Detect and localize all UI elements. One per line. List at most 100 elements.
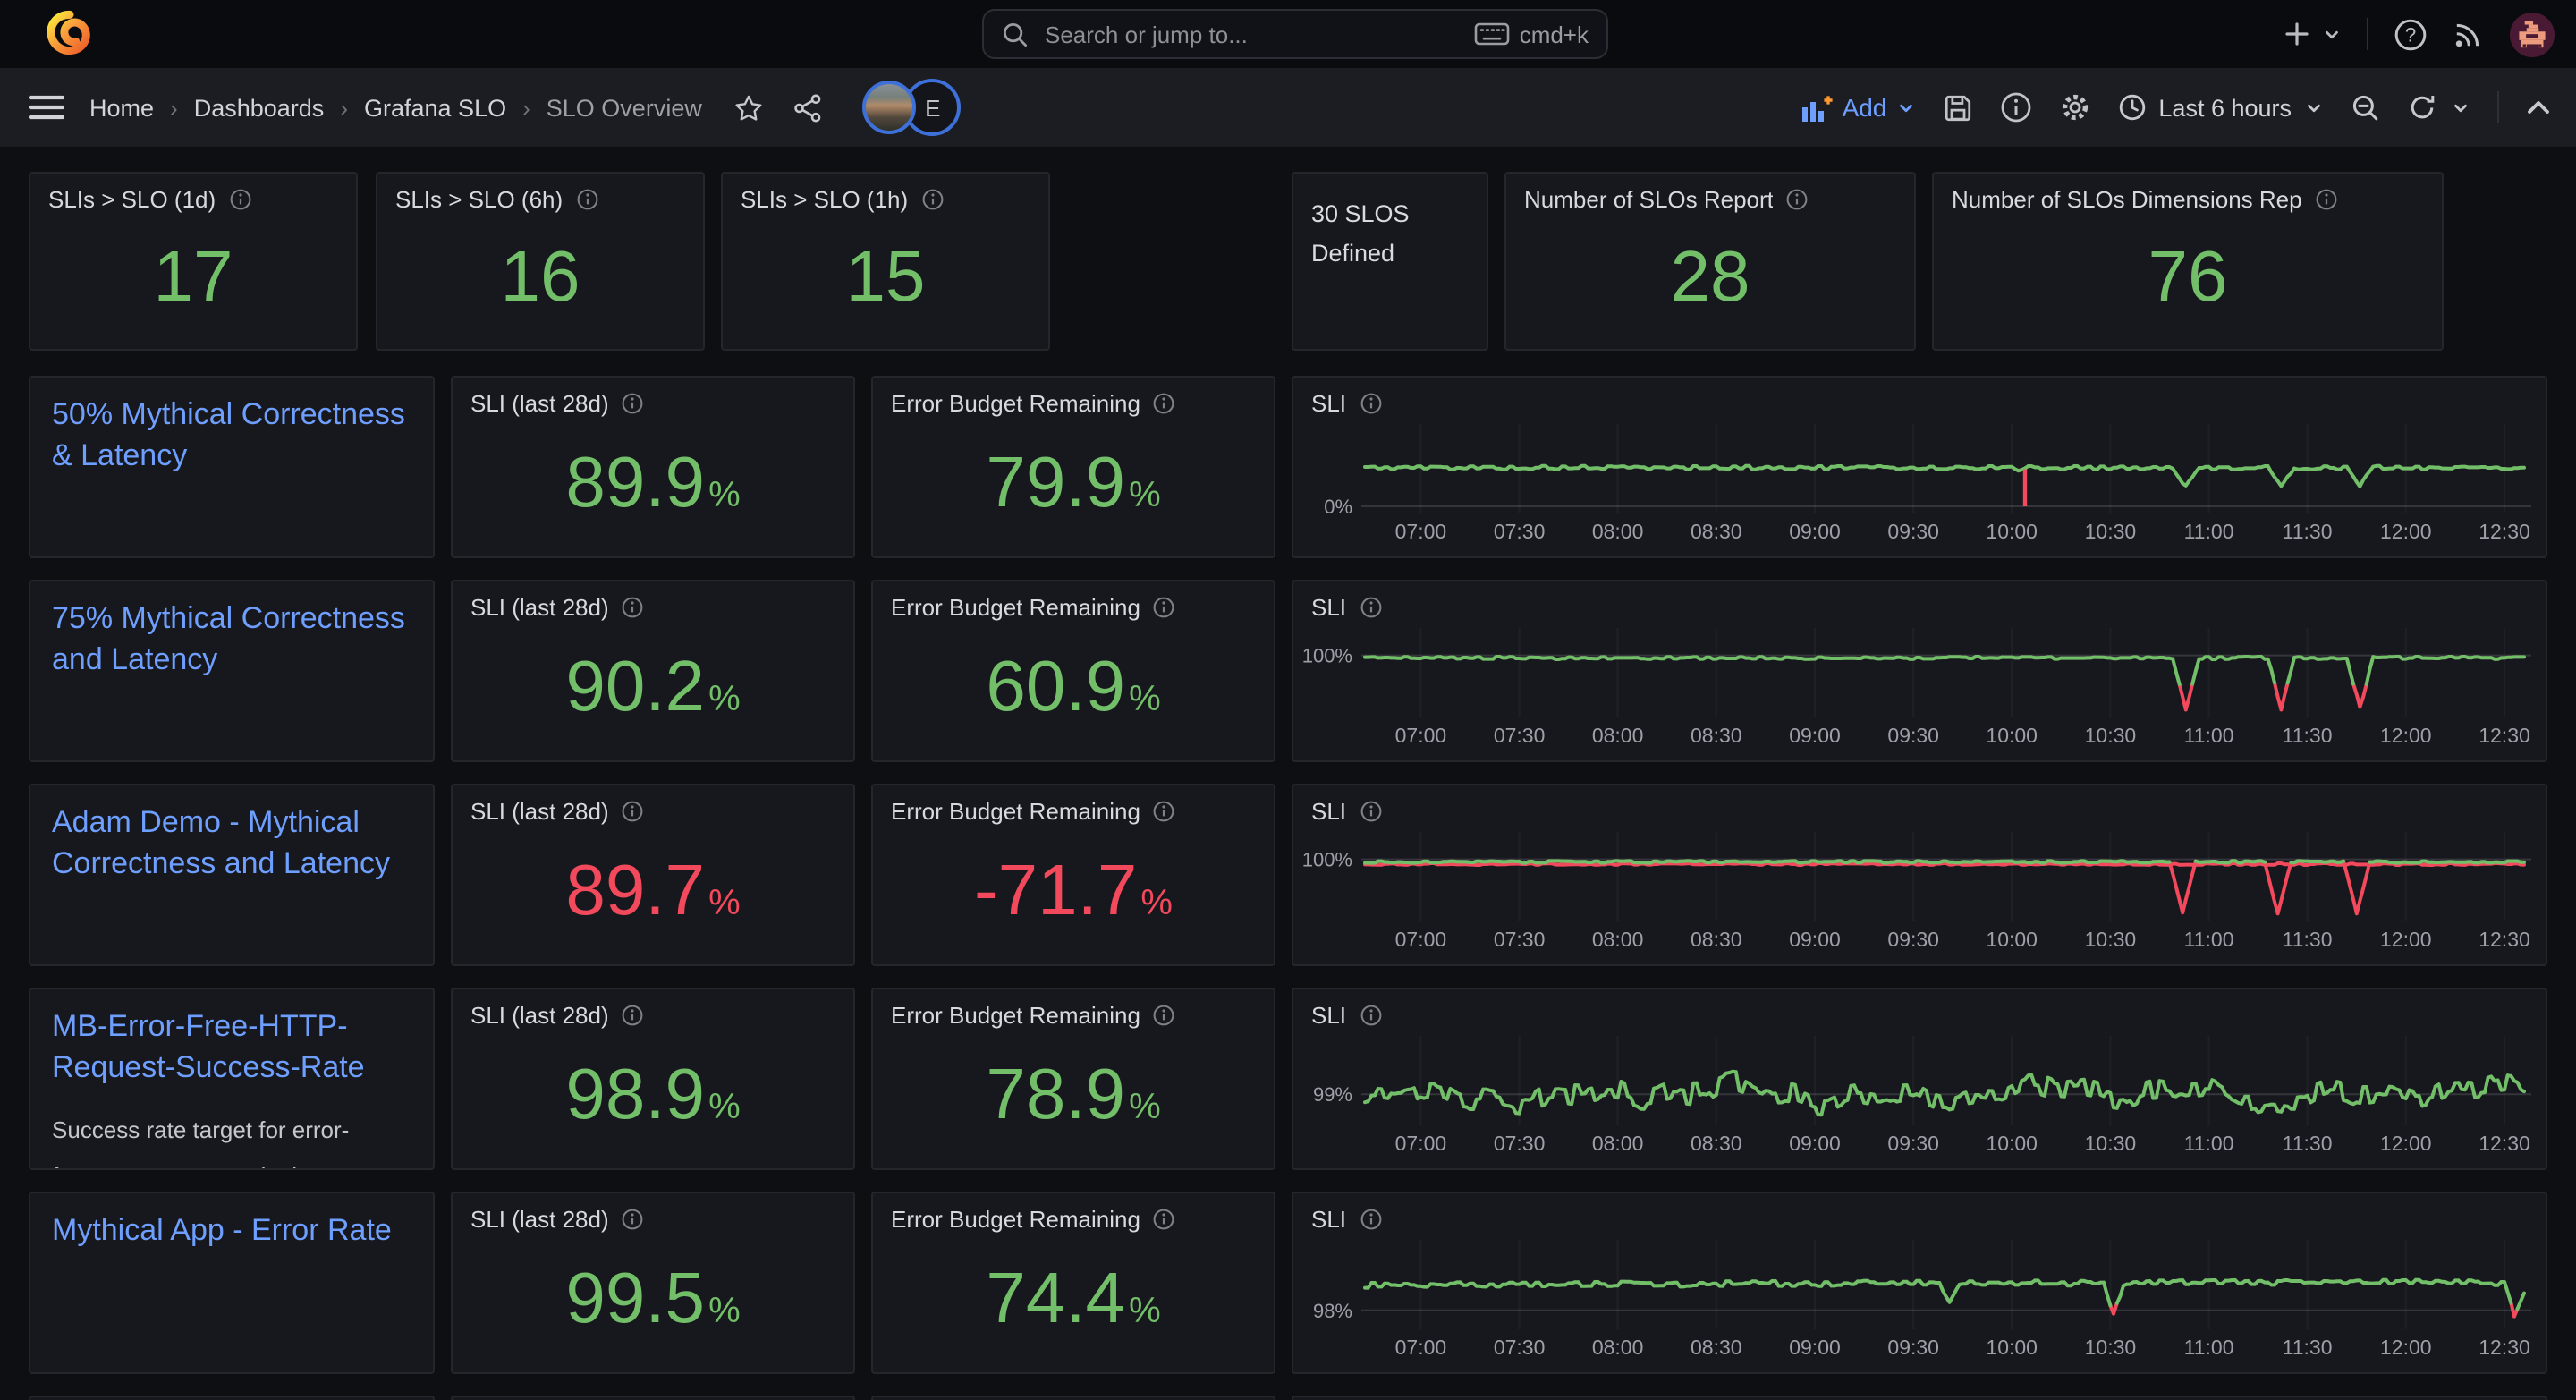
dashboard-settings-button[interactable] bbox=[2058, 91, 2090, 123]
x-axis-label: 09:30 bbox=[1887, 928, 1939, 951]
x-axis-label: 12:30 bbox=[2479, 724, 2530, 747]
info-icon bbox=[921, 189, 943, 210]
time-range-picker[interactable]: Last 6 hours bbox=[2117, 93, 2324, 122]
panel-title: SLI (last 28d) bbox=[470, 798, 609, 825]
x-axis-label: 07:00 bbox=[1395, 724, 1447, 747]
info-icon[interactable] bbox=[575, 188, 598, 211]
slo-name-link[interactable]: MB-Error-Free-HTTP-Request-Success-Rate bbox=[52, 1009, 365, 1085]
stat-value: 99.5 bbox=[565, 1260, 706, 1338]
info-icon[interactable] bbox=[1786, 188, 1809, 211]
kiosk-toggle-button[interactable] bbox=[2526, 98, 2551, 116]
add-button[interactable]: Add bbox=[1801, 93, 1916, 122]
user-avatar[interactable] bbox=[2510, 12, 2555, 56]
info-icon bbox=[623, 1005, 644, 1026]
info-icon[interactable] bbox=[1153, 1208, 1176, 1231]
stat-value: 89.9 bbox=[565, 444, 706, 522]
new-button[interactable] bbox=[2283, 20, 2342, 48]
stat-panel-sli: SLI (last 28d) 99.5% bbox=[451, 1192, 855, 1374]
info-icon[interactable] bbox=[920, 188, 944, 211]
search-box[interactable]: cmd+k bbox=[982, 9, 1608, 59]
search-shortcut: cmd+k bbox=[1475, 21, 1589, 47]
x-axis-label: 07:30 bbox=[1494, 928, 1546, 951]
favorite-button[interactable] bbox=[734, 92, 765, 123]
info-icon[interactable] bbox=[1359, 1004, 1382, 1027]
sli-chart[interactable]: 0% 07:00 07:30 08:00 08:30 09:00 09:30 10:00 10:… bbox=[1293, 378, 2547, 558]
news-button[interactable] bbox=[2453, 18, 2485, 50]
grafana-logo-icon[interactable] bbox=[43, 7, 97, 61]
dashboard-insights-button[interactable] bbox=[1999, 91, 2031, 123]
chevron-up-icon bbox=[2528, 101, 2549, 114]
x-axis-label: 08:00 bbox=[1592, 928, 1644, 951]
sli-chart[interactable]: 100% 07:00 07:30 08:00 08:30 09:00 09:30 10:00 1… bbox=[1293, 785, 2547, 966]
info-icon bbox=[2316, 189, 2337, 210]
x-axis-label: 10:00 bbox=[1986, 724, 2038, 747]
x-axis-label: 07:30 bbox=[1494, 724, 1546, 747]
slo-name-link[interactable]: 75% Mythical Correctness and Latency bbox=[52, 601, 405, 677]
save-icon bbox=[1945, 94, 1970, 121]
slo-name-panel: 50% Mythical Correctness & Latency bbox=[29, 376, 435, 558]
info-icon[interactable] bbox=[2315, 188, 2338, 211]
info-icon[interactable] bbox=[228, 188, 251, 211]
breadcrumb-item-grafana-slo[interactable]: Grafana SLO bbox=[364, 94, 507, 121]
bar-chart-add-icon bbox=[1801, 95, 1833, 121]
slo-name-link[interactable]: Mythical App - Error Rate bbox=[52, 1213, 392, 1247]
slo-name-link[interactable]: 50% Mythical Correctness & Latency bbox=[52, 397, 405, 473]
chevron-down-icon bbox=[2308, 103, 2320, 112]
panel-title: Error Budget Remaining bbox=[891, 798, 1140, 825]
save-dashboard-button[interactable] bbox=[1942, 92, 1972, 123]
info-icon[interactable] bbox=[622, 800, 645, 823]
x-axis-label: 11:30 bbox=[2283, 1336, 2333, 1359]
info-icon[interactable] bbox=[622, 1004, 645, 1027]
info-icon[interactable] bbox=[1359, 596, 1382, 619]
series-sli bbox=[1363, 655, 2526, 686]
info-icon[interactable] bbox=[1153, 800, 1176, 823]
info-icon[interactable] bbox=[1153, 596, 1176, 619]
x-axis-label: 12:00 bbox=[2380, 520, 2432, 543]
refresh-button[interactable] bbox=[2408, 93, 2470, 122]
y-axis-label: 99% bbox=[1313, 1083, 1352, 1106]
slo-name-panel: 75% Mythical Correctness and Latency bbox=[29, 580, 435, 762]
info-icon[interactable] bbox=[1359, 392, 1382, 415]
slo-name-link[interactable]: Adam Demo - Mythical Correctness and Lat… bbox=[52, 805, 390, 881]
x-axis-label: 11:00 bbox=[2184, 724, 2234, 747]
chevron-down-icon bbox=[2454, 103, 2467, 112]
sli-chart[interactable]: 100% 07:00 07:30 08:00 08:30 09:00 09:30 10:00 1… bbox=[1293, 581, 2547, 762]
stat-panel-sli: SLI (last 28d) 90.2% bbox=[451, 580, 855, 762]
partial-panel bbox=[871, 1396, 1275, 1400]
menu-toggle-button[interactable] bbox=[29, 93, 64, 122]
x-axis-label: 08:30 bbox=[1690, 1336, 1742, 1359]
panel-title: SLIs > SLO (6h) bbox=[395, 186, 564, 213]
info-icon[interactable] bbox=[622, 1208, 645, 1231]
info-icon[interactable] bbox=[622, 392, 645, 415]
x-axis-label: 12:00 bbox=[2380, 1336, 2432, 1359]
plus-icon bbox=[2285, 22, 2309, 46]
stat-panel-sli: SLI (last 28d) 89.7% bbox=[451, 784, 855, 966]
sli-chart[interactable]: 99% 07:00 07:30 08:00 08:30 09:00 09:30 10:00 10… bbox=[1293, 989, 2547, 1170]
stat-panel-slo-count-0: Number of SLOs Report 28 bbox=[1504, 172, 1916, 351]
info-icon[interactable] bbox=[1359, 1208, 1382, 1231]
search-input[interactable] bbox=[1041, 19, 1475, 49]
breadcrumb-item-home[interactable]: Home bbox=[89, 94, 155, 121]
sli-chart[interactable]: 98% 07:00 07:30 08:00 08:30 09:00 09:30 10:00 10… bbox=[1293, 1193, 2547, 1374]
x-axis-label: 08:30 bbox=[1690, 1132, 1742, 1155]
time-range-label: Last 6 hours bbox=[2158, 94, 2292, 121]
y-axis-label: 100% bbox=[1302, 849, 1352, 871]
stat-unit: % bbox=[708, 680, 741, 719]
info-icon bbox=[623, 801, 644, 822]
slo-name-panel: Mythical App - Error Rate bbox=[29, 1192, 435, 1374]
slo-name-panel: Adam Demo - Mythical Correctness and Lat… bbox=[29, 784, 435, 966]
info-icon bbox=[623, 393, 644, 414]
breadcrumb-item-dashboards[interactable]: Dashboards bbox=[193, 94, 325, 121]
share-button[interactable] bbox=[793, 92, 824, 123]
info-icon[interactable] bbox=[1153, 392, 1176, 415]
help-button[interactable]: ? bbox=[2394, 17, 2428, 51]
info-icon[interactable] bbox=[1359, 800, 1382, 823]
panel-title: Error Budget Remaining bbox=[891, 390, 1140, 417]
zoom-out-button[interactable] bbox=[2351, 92, 2381, 123]
share-icon bbox=[795, 93, 822, 122]
stat-value: 78.9 bbox=[986, 1056, 1126, 1134]
presence-avatar-photo[interactable] bbox=[862, 81, 917, 134]
info-icon[interactable] bbox=[1153, 1004, 1176, 1027]
info-icon[interactable] bbox=[622, 596, 645, 619]
